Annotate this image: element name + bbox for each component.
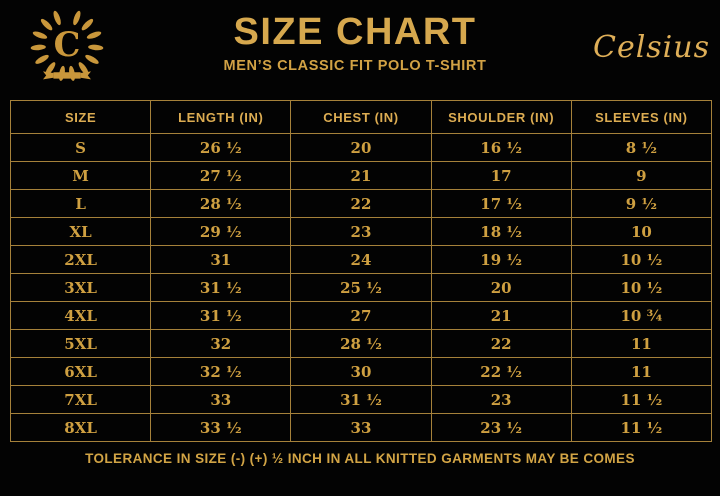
column-header: SIZE [9,100,152,134]
logo-letter: C [54,24,81,64]
table-row: 5XL 32 28 ½ 22 11 [9,329,713,358]
size-cell: 6XL [9,357,152,386]
column-header: LENGTH (IN) [150,100,292,134]
measurement-cell: 21 [430,301,572,330]
measurement-cell: 19 ½ [430,245,572,274]
size-cell: L [9,189,152,218]
size-cell: S [9,133,152,162]
column-header: SLEEVES (IN) [570,100,713,134]
measurement-cell: 21 [290,161,432,190]
measurement-cell: 30 [290,357,432,386]
size-cell: 3XL [9,273,152,302]
measurement-cell: 22 [290,189,432,218]
column-header: SHOULDER (IN) [430,100,572,134]
table-row: 6XL 32 ½ 30 22 ½ 11 [9,357,713,386]
column-header: CHEST (IN) [290,100,432,134]
measurement-cell: 22 ½ [430,357,572,386]
table-row: 8XL 33 ½ 33 23 ½ 11 ½ [9,413,713,442]
measurement-cell: 31 [150,245,292,274]
table-row: XL 29 ½ 23 18 ½ 10 [9,217,713,246]
measurement-cell: 9 ½ [570,189,713,218]
measurement-cell: 10 [570,217,713,246]
measurement-cell: 9 [570,161,713,190]
measurement-cell: 11 ½ [570,413,713,442]
measurement-cell: 32 [150,329,292,358]
measurement-cell: 22 [430,329,572,358]
measurement-cell: 8 ½ [570,133,713,162]
measurement-cell: 32 ½ [150,357,292,386]
measurement-cell: 17 [430,161,572,190]
size-cell: 8XL [9,413,152,442]
measurement-cell: 27 [290,301,432,330]
measurement-cell: 25 ½ [290,273,432,302]
measurement-cell: 11 [570,329,713,358]
laurel-wreath-icon: C [30,10,104,81]
tolerance-note: TOLERANCE IN SIZE (-) (+) ½ INCH IN ALL … [85,451,635,466]
measurement-cell: 11 ½ [570,385,713,414]
brand-wordmark: Celsius [592,30,710,65]
measurement-cell: 33 ½ [150,413,292,442]
table-row: 2XL 31 24 19 ½ 10 ½ [9,245,713,274]
measurement-cell: 11 [570,357,713,386]
measurement-cell: 16 ½ [430,133,572,162]
page-title: SIZE CHART [233,11,477,53]
size-cell: M [9,161,152,190]
measurement-cell: 23 [290,217,432,246]
table-row: 4XL 31 ½ 27 21 10 ¾ [9,301,713,330]
table-row: 7XL 33 31 ½ 23 11 ½ [9,385,713,414]
measurement-cell: 20 [290,133,432,162]
measurement-cell: 10 ½ [570,273,713,302]
header: C SIZE CHART MEN’S CLASSIC FIT POLO T-SH… [0,0,720,98]
measurement-cell: 10 ½ [570,245,713,274]
size-cell: XL [9,217,152,246]
measurement-cell: 31 ½ [150,273,292,302]
size-cell: 4XL [9,301,152,330]
celsius-laurel-logo-icon: C [27,4,107,86]
size-cell: 2XL [9,245,152,274]
page-subtitle: MEN’S CLASSIC FIT POLO T-SHIRT [223,57,487,74]
size-table-container: SIZE LENGTH (IN) CHEST (IN) SHOULDER (IN) SL… [9,100,713,442]
measurement-cell: 31 ½ [150,301,292,330]
measurement-cell: 33 [150,385,292,414]
table-header-row: SIZE LENGTH (IN) CHEST (IN) SHOULDER (IN) SL… [9,100,713,134]
size-cell: 7XL [9,385,152,414]
measurement-cell: 24 [290,245,432,274]
measurement-cell: 28 ½ [150,189,292,218]
measurement-cell: 26 ½ [150,133,292,162]
measurement-cell: 20 [430,273,572,302]
measurement-cell: 23 ½ [430,413,572,442]
size-table: SIZE LENGTH (IN) CHEST (IN) SHOULDER (IN) SL… [9,100,713,442]
measurement-cell: 27 ½ [150,161,292,190]
title-block: SIZE CHART MEN’S CLASSIC FIT POLO T-SHIR… [120,11,590,74]
measurement-cell: 17 ½ [430,189,572,218]
measurement-cell: 29 ½ [150,217,292,246]
table-row: M 27 ½ 21 17 9 [9,161,713,190]
measurement-cell: 23 [430,385,572,414]
measurement-cell: 10 ¾ [570,301,713,330]
size-cell: 5XL [9,329,152,358]
table-row: 3XL 31 ½ 25 ½ 20 10 ½ [9,273,713,302]
measurement-cell: 33 [290,413,432,442]
measurement-cell: 28 ½ [290,329,432,358]
measurement-cell: 31 ½ [290,385,432,414]
measurement-cell: 18 ½ [430,217,572,246]
